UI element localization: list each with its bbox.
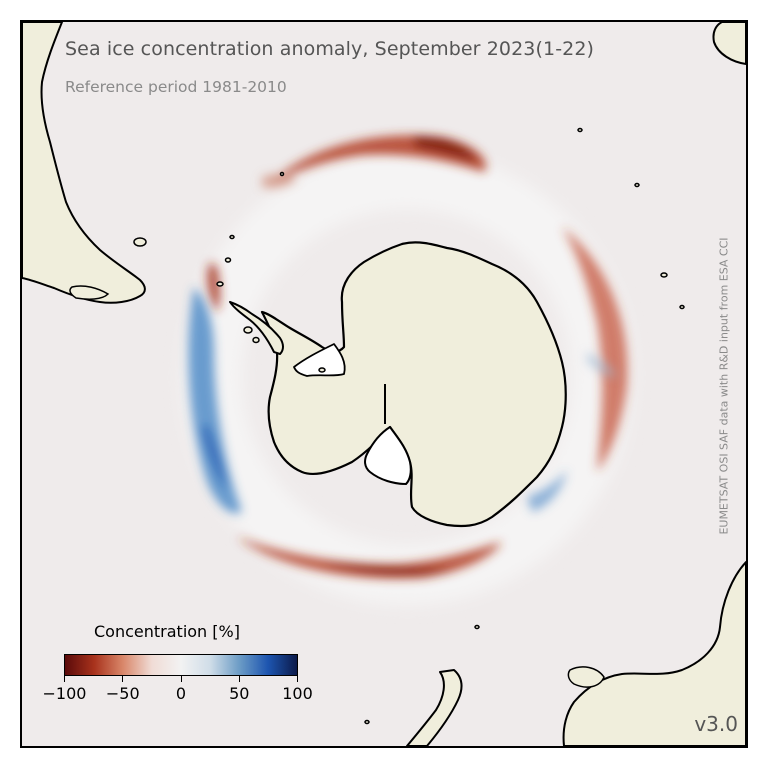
colorbar bbox=[64, 654, 298, 676]
map-frame: Sea ice concentration anomaly, September… bbox=[20, 20, 748, 748]
antarctica-land bbox=[260, 241, 567, 528]
colorbar-tick-label: 0 bbox=[175, 684, 187, 703]
anomaly-band-northwest bbox=[262, 174, 297, 189]
anomaly-band-weddell bbox=[188, 287, 242, 514]
anomaly-band-weddell-core bbox=[202, 424, 227, 490]
anomaly-band-east-small bbox=[527, 470, 567, 512]
colorbar-tick-mark bbox=[64, 676, 65, 682]
anomaly-band-south bbox=[237, 537, 502, 579]
anomaly-map bbox=[22, 22, 746, 746]
colorbar-tick-mark bbox=[180, 676, 182, 682]
subantarctic-islands bbox=[279, 127, 685, 725]
australia-land bbox=[562, 561, 746, 746]
colorbar-tick-label: 50 bbox=[229, 684, 250, 703]
tasmania bbox=[567, 666, 605, 688]
data-credit: EUMETSAT OSI SAF data with R&D input fro… bbox=[717, 237, 731, 535]
anomaly-band-east bbox=[562, 227, 628, 472]
colorbar-tick-label: 100 bbox=[282, 684, 313, 703]
colorbar-tick-mark bbox=[297, 676, 298, 682]
colorbar-tick-mark bbox=[238, 676, 240, 682]
tierra-del-fuego bbox=[69, 285, 110, 300]
negative-anomaly-bands bbox=[207, 135, 628, 579]
map-title: Sea ice concentration anomaly, September… bbox=[65, 38, 595, 60]
anomaly-band-east-faint bbox=[587, 352, 617, 377]
reference-period: Reference period 1981-2010 bbox=[65, 78, 287, 96]
peninsula-islands bbox=[216, 234, 326, 373]
colorbar-label: Concentration [%] bbox=[94, 622, 240, 641]
version-label: v3.0 bbox=[694, 712, 738, 736]
colorbar-tick-mark bbox=[122, 676, 124, 682]
africa-land bbox=[712, 22, 746, 65]
new-zealand-land bbox=[406, 669, 463, 746]
colorbar-tick-label: −100 bbox=[42, 684, 87, 703]
anomaly-band-west bbox=[207, 262, 221, 312]
falkland-islands bbox=[133, 237, 147, 247]
anomaly-band-north-core bbox=[412, 136, 477, 162]
ross-ice-shelf bbox=[364, 426, 412, 485]
anomaly-band-south-core bbox=[322, 562, 452, 575]
antarctic-peninsula bbox=[229, 301, 284, 355]
colorbar-tick-label: −50 bbox=[105, 684, 140, 703]
positive-anomaly-bands bbox=[188, 287, 617, 514]
ronne-filchner-ice-shelf bbox=[293, 343, 346, 377]
